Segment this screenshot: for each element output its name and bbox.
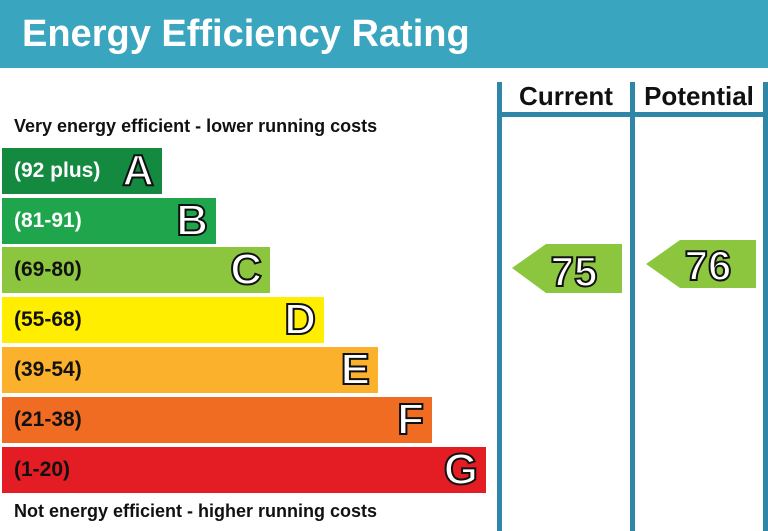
column-divider-left [497,82,502,531]
current-header-underline [497,112,635,117]
band-range-label: (21-38) [14,408,82,431]
current-rating-arrow-shape [512,244,622,293]
band-c: (69-80) C [2,244,270,295]
potential-rating-value: 76 [685,242,732,289]
band-letter: D [283,294,317,345]
band-d: (55-68) D [2,294,324,345]
band-range-label: (55-68) [14,308,82,331]
current-rating-arrow: 75 [512,244,622,296]
band-letter: C [229,244,263,295]
band-range-label: (81-91) [14,209,82,232]
header-bar: Energy Efficiency Rating [0,0,768,68]
current-column-header: Current [519,81,613,111]
potential-header-underline [630,112,768,117]
potential-rating-arrow: 76 [646,240,756,290]
band-letter: A [121,145,155,196]
band-letter: B [175,195,209,246]
band-f: (21-38) F [2,394,432,445]
band-g: (1-20) G [2,444,486,495]
band-letter: G [443,444,479,495]
column-divider-right [763,82,768,531]
current-rating-value: 75 [551,248,598,295]
band-letter: E [340,344,371,395]
page-title: Energy Efficiency Rating [22,13,470,55]
potential-rating-arrow-shape [646,240,756,288]
band-b: (81-91) B [2,195,216,246]
band-range-label: (92 plus) [14,159,101,182]
top-caption: Very energy efficient - lower running co… [14,116,378,136]
band-range-label: (39-54) [14,358,82,381]
band-letter: F [396,394,425,445]
column-divider-middle [630,82,635,531]
band-e: (39-54) E [2,344,378,395]
band-a: (92 plus) A [2,145,162,196]
band-range-label: (1-20) [14,458,71,481]
bottom-caption: Not energy efficient - higher running co… [14,501,378,521]
band-range-label: (69-80) [14,258,82,281]
potential-column-header: Potential [644,81,754,111]
